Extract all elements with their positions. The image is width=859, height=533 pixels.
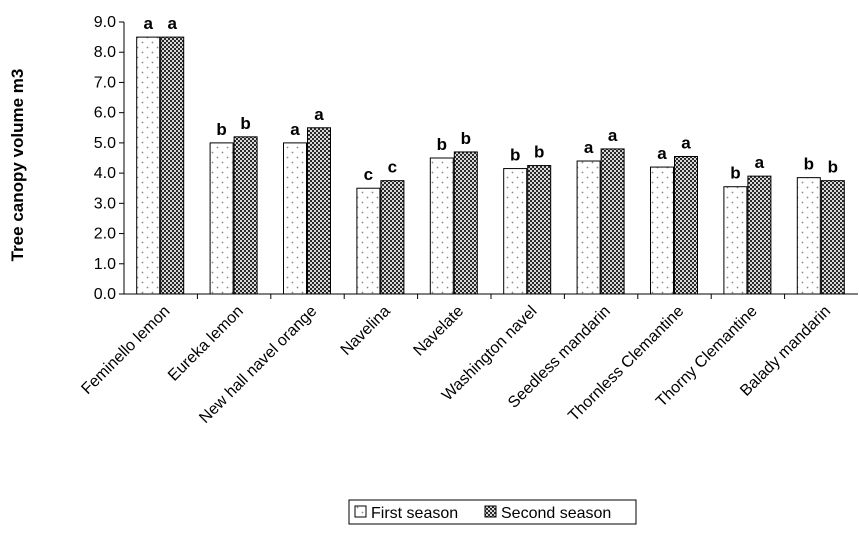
significance-label: c	[364, 165, 373, 184]
significance-label: a	[167, 14, 177, 33]
significance-label: b	[804, 155, 814, 174]
significance-label: b	[437, 135, 447, 154]
bar-second-season	[380, 180, 405, 295]
legend-label-first-season: First season	[371, 505, 458, 522]
y-tick-label: 4.0	[94, 165, 116, 182]
bar-first-season	[723, 186, 748, 295]
y-axis-ticks: 0.0 1.0 2.0 3.0 4.0 5.0 6.0 7.0 8.0 9.0	[94, 14, 786, 303]
bar-first-season	[650, 166, 674, 295]
significance-label: c	[388, 158, 397, 177]
significance-label: a	[755, 153, 765, 172]
bar-second-season	[453, 151, 478, 295]
y-tick-label: 9.0	[94, 14, 116, 31]
legend-swatch-first-season	[354, 505, 367, 518]
significance-label: b	[828, 158, 838, 177]
bar-second-season	[233, 136, 258, 295]
y-tick-label: 6.0	[94, 105, 116, 122]
significance-label: a	[143, 14, 153, 33]
y-tick-label: 1.0	[94, 256, 116, 273]
bar-second-season	[307, 127, 331, 295]
significance-label: a	[290, 120, 300, 139]
legend: First season Second season	[348, 499, 637, 525]
significance-label: a	[657, 144, 667, 163]
y-axis-title: Tree canopy volume m3	[8, 69, 27, 262]
y-tick-label: 8.0	[94, 44, 116, 61]
bar-first-season	[356, 187, 381, 295]
bar-first-season	[576, 160, 601, 295]
x-category-label: Feminello lemon	[78, 303, 173, 398]
significance-label: b	[240, 114, 250, 133]
significance-label: b	[510, 146, 520, 165]
significance-label: a	[584, 138, 594, 157]
significance-label: a	[314, 105, 324, 124]
y-tick-label: 2.0	[94, 226, 116, 243]
x-category-label: Eureka lemon	[165, 303, 247, 385]
bar-second-season	[747, 175, 772, 295]
legend-label-second-season: Second season	[501, 505, 611, 522]
y-tick-label: 7.0	[94, 74, 116, 91]
bar-first-season	[136, 36, 161, 295]
bar-first-season	[283, 142, 307, 295]
axes	[123, 22, 858, 295]
bar-first-season	[503, 168, 528, 295]
x-category-label: Navelina	[338, 303, 394, 359]
bar-second-season	[527, 165, 552, 295]
y-tick-label: 0.0	[94, 286, 116, 303]
significance-label: a	[608, 126, 618, 145]
significance-label: a	[681, 133, 691, 152]
bar-second-season	[160, 36, 185, 295]
bar-second-season	[674, 155, 698, 295]
x-category-label: Navelate	[410, 303, 467, 360]
bar-second-season	[820, 180, 845, 295]
bar-first-season	[209, 142, 234, 295]
significance-label: b	[461, 129, 471, 148]
legend-box	[348, 499, 637, 525]
x-category-label: New hall navel orange	[196, 303, 320, 427]
significance-label: b	[730, 164, 740, 183]
y-tick-label: 3.0	[94, 195, 116, 212]
legend-swatch-second-season	[484, 505, 497, 518]
significance-label: b	[534, 143, 544, 162]
y-tick-label: 5.0	[94, 135, 116, 152]
bar-second-season	[600, 148, 625, 295]
significance-label: b	[216, 120, 226, 139]
bar-first-season	[796, 177, 821, 295]
bar-first-season	[429, 157, 454, 295]
